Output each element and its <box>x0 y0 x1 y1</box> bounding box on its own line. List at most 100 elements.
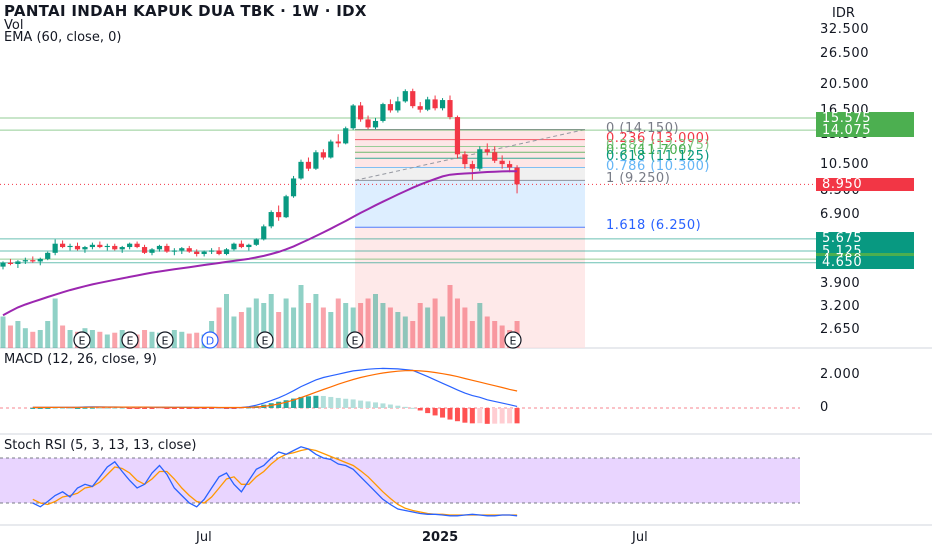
volume-bar <box>15 321 21 348</box>
candle-body <box>194 251 200 255</box>
price-axis-label: 6.900 <box>820 207 861 223</box>
volume-bar <box>45 321 51 348</box>
candle-body <box>30 260 36 262</box>
candle-body <box>432 99 438 109</box>
volume-bar <box>97 331 103 348</box>
candle-body <box>484 149 490 153</box>
macd-histogram-bar <box>238 408 244 409</box>
volume-bar <box>171 330 177 348</box>
candle-body <box>439 100 446 109</box>
candle-body <box>156 245 163 250</box>
macd-histogram-bar <box>201 408 207 409</box>
volume-bar <box>350 307 356 348</box>
volume-bar <box>380 303 386 348</box>
fib-level-label: 1 (9.250) <box>606 171 671 187</box>
candle-body <box>0 262 6 267</box>
candle-body <box>112 245 118 250</box>
macd-histogram-bar <box>75 407 80 409</box>
candle-body <box>238 243 244 248</box>
macd-histogram-bar <box>447 408 453 420</box>
macd-histogram-bar <box>484 408 490 424</box>
macd-histogram-bar <box>216 408 222 409</box>
candle-body <box>372 120 379 128</box>
macd-histogram-bar <box>320 395 326 408</box>
macd-histogram-bar <box>410 407 416 409</box>
volume-legend[interactable]: Vol <box>4 18 24 33</box>
volume-bar <box>440 316 446 348</box>
macd-legend[interactable]: MACD (12, 26, close, 9) <box>4 352 157 367</box>
ema-line <box>2 170 518 317</box>
time-axis-label: Jul <box>632 530 648 545</box>
candle-body <box>67 245 73 248</box>
candle-body <box>454 117 461 155</box>
macd-histogram-bar <box>395 405 401 408</box>
volume-bar <box>328 312 334 348</box>
macd-histogram-bar <box>104 407 110 409</box>
price-tag: 15.575 <box>816 111 914 125</box>
macd-histogram-bar <box>179 408 185 409</box>
candle-body <box>343 128 349 144</box>
volume-bar <box>358 303 364 348</box>
volume-bar <box>52 298 58 348</box>
macd-histogram-bar <box>231 408 237 409</box>
candle-body <box>15 261 21 264</box>
macd-histogram-bar <box>343 398 349 408</box>
candle-body <box>335 141 341 144</box>
volume-bar <box>246 307 252 348</box>
macd-histogram-bar <box>134 408 140 409</box>
price-axis-label: 20.500 <box>820 77 870 93</box>
volume-bar <box>462 307 468 348</box>
marker-label: E <box>127 335 134 348</box>
candle-body <box>320 152 326 158</box>
symbol-title[interactable]: PANTAI INDAH KAPUK DUA TBK · 1W · IDX <box>4 2 367 20</box>
candle-body <box>74 245 81 250</box>
macd-histogram-bar <box>45 407 51 409</box>
candle-body <box>179 248 185 251</box>
volume-bar <box>402 316 408 348</box>
marker-label: E <box>79 335 86 348</box>
volume-bar <box>469 321 475 348</box>
macd-histogram-bar <box>186 408 192 409</box>
candle-body <box>395 101 401 111</box>
candle-body <box>410 91 416 107</box>
fib-level-label: 0.236 (13.000) <box>606 130 710 146</box>
candle-body <box>380 104 386 121</box>
macd-histogram-bar <box>350 399 356 408</box>
volume-bar <box>484 316 490 348</box>
candle-body <box>45 252 51 259</box>
volume-bar <box>313 294 319 348</box>
price-axis-label: 32.500 <box>820 22 870 37</box>
volume-bar <box>224 294 229 348</box>
volume-bar <box>89 330 95 348</box>
marker-circle <box>121 331 139 349</box>
marker-circle <box>73 331 91 349</box>
stoch-rsi-legend[interactable]: Stoch RSI (5, 3, 13, 13, close) <box>4 438 197 453</box>
fib-zone-lower <box>355 180 585 228</box>
macd-histogram-bar <box>142 408 148 409</box>
marker-label: E <box>262 335 269 348</box>
volume-bar <box>231 316 237 348</box>
macd-axis-label: 0 <box>820 400 829 415</box>
candle-body <box>253 239 259 245</box>
volume-bar <box>447 285 453 348</box>
candle-body <box>223 249 230 255</box>
ema-legend[interactable]: EMA (60, close, 0) <box>4 30 122 45</box>
macd-histogram-bar <box>499 408 505 424</box>
macd-histogram-bar <box>224 408 229 409</box>
fib-level-label: 0 (14.150) <box>606 120 680 136</box>
volume-bar <box>417 303 423 348</box>
macd-histogram-bar <box>462 408 468 423</box>
macd-histogram-bar <box>298 396 304 408</box>
currency-label[interactable]: IDR <box>832 6 855 21</box>
candle-body <box>507 164 513 168</box>
macd-histogram-bar <box>402 406 408 408</box>
price-axis-label: 10.500 <box>820 157 870 173</box>
macd-histogram-bar <box>30 407 36 409</box>
fib-zone-upper <box>355 129 585 168</box>
candle-body <box>447 100 453 118</box>
candle-body <box>365 119 371 128</box>
macd-histogram-bar <box>335 397 341 408</box>
candle-body <box>350 105 356 129</box>
earnings-marker: E <box>156 331 174 349</box>
